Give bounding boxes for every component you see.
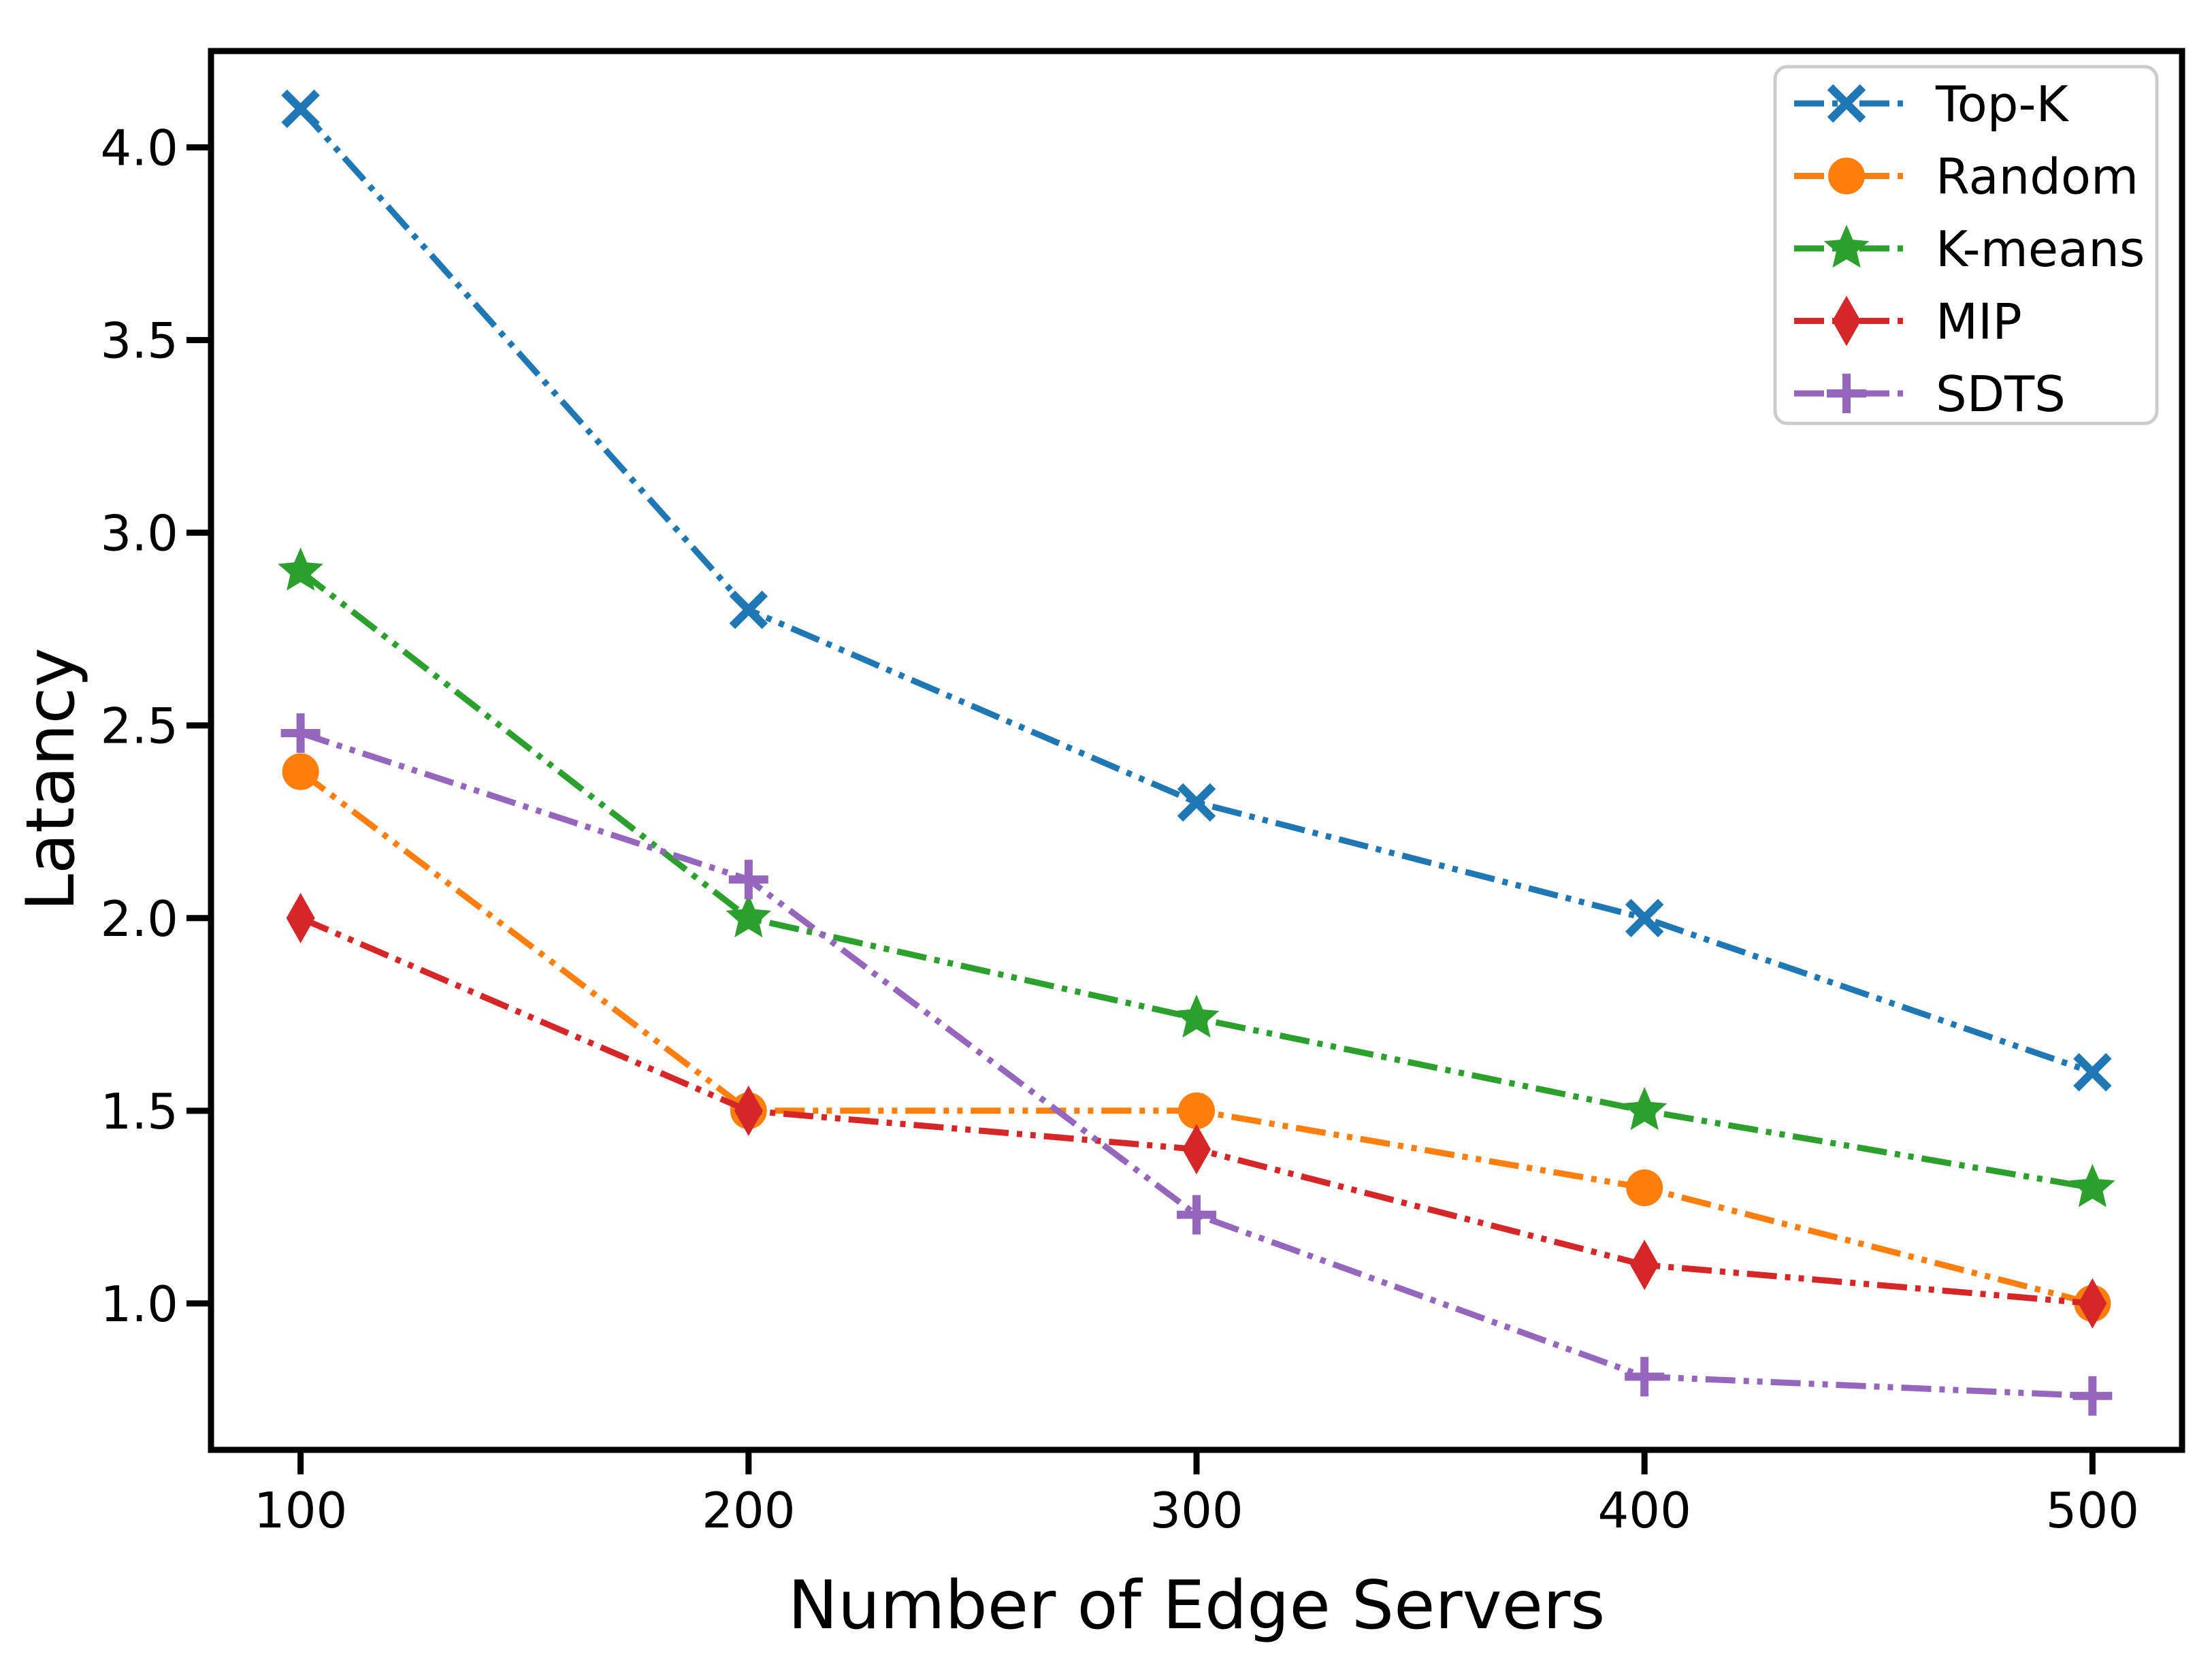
x-tick-label: 200 xyxy=(702,1482,795,1539)
series-top-k-marker xyxy=(1625,899,1664,938)
y-tick-label: 2.0 xyxy=(100,890,178,948)
series-layer xyxy=(278,89,2115,1416)
x-tick-label: 300 xyxy=(1150,1482,1243,1539)
y-tick-label: 2.5 xyxy=(100,698,178,755)
y-tick-label: 1.0 xyxy=(100,1276,178,1333)
legend-entry-random: Random xyxy=(1794,148,2138,206)
y-tick-label: 3.0 xyxy=(100,505,178,562)
series-random-marker xyxy=(282,753,319,790)
y-tick-label: 4.0 xyxy=(100,120,178,177)
series-top-k-marker xyxy=(2073,1052,2112,1092)
legend-entry-sdts: SDTS xyxy=(1794,366,2066,423)
legend-label: Top-K xyxy=(1935,76,2069,133)
legend-entry-mip: MIP xyxy=(1794,293,2022,351)
series-top-k-line xyxy=(298,106,2094,1075)
series-mip-marker xyxy=(2078,1278,2107,1329)
y-tick-label: 1.5 xyxy=(100,1083,178,1140)
series-sdts-line xyxy=(299,730,2093,1399)
legend-label: SDTS xyxy=(1936,366,2066,423)
series-random xyxy=(282,753,2111,1322)
series-sdts xyxy=(280,713,2113,1416)
legend-label: K-means xyxy=(1936,221,2145,278)
series-k-means-marker xyxy=(2070,1164,2115,1208)
legend-marker-circle xyxy=(1828,157,1865,195)
series-k-means-marker xyxy=(1173,994,1220,1038)
legend-box xyxy=(1773,65,2159,425)
legend: Top-K Random K-means MIP SDTS xyxy=(1773,65,2159,425)
x-tick-label: 500 xyxy=(2046,1482,2139,1539)
legend-entry-top-k: Top-K xyxy=(1794,76,2069,133)
legend-entry-k-means: K-means xyxy=(1794,221,2145,278)
x-tick-label: 400 xyxy=(1597,1482,1691,1539)
series-top-k-marker xyxy=(729,590,768,630)
legend-marker-star xyxy=(1823,225,1870,268)
series-mip-marker xyxy=(734,1085,763,1136)
y-axis-ticks: 1.0 1.5 2.0 2.5 3.0 3.5 4.0 xyxy=(100,120,208,1333)
series-top-k-marker xyxy=(1177,783,1216,822)
series-k-means-marker xyxy=(726,894,772,938)
x-axis-label: Number of Edge Servers xyxy=(788,1567,1606,1645)
series-mip xyxy=(286,892,2107,1329)
series-k-means-line xyxy=(298,568,2094,1191)
series-k-means-marker xyxy=(278,547,323,591)
legend-marker-diamond xyxy=(1832,295,1861,346)
x-tick-label: 100 xyxy=(254,1482,347,1539)
legend-marker-x xyxy=(1827,84,1866,123)
series-mip-marker xyxy=(286,892,315,943)
series-k-means-marker xyxy=(1621,1086,1668,1131)
legend-label: Random xyxy=(1936,148,2138,206)
y-axis-label: Latancy xyxy=(12,647,90,911)
series-random-marker xyxy=(1178,1092,1215,1129)
series-top-k-marker xyxy=(281,89,320,129)
x-axis-ticks: 100 200 300 400 500 xyxy=(254,1453,2139,1539)
series-k-means xyxy=(278,547,2115,1208)
series-top-k xyxy=(281,89,2112,1092)
plot-area-border xyxy=(208,48,2185,1453)
legend-label: MIP xyxy=(1936,293,2022,351)
y-tick-label: 3.5 xyxy=(100,312,178,370)
series-mip-marker xyxy=(1182,1124,1211,1175)
series-random-marker xyxy=(1626,1169,1663,1207)
series-mip-marker xyxy=(1630,1240,1659,1291)
